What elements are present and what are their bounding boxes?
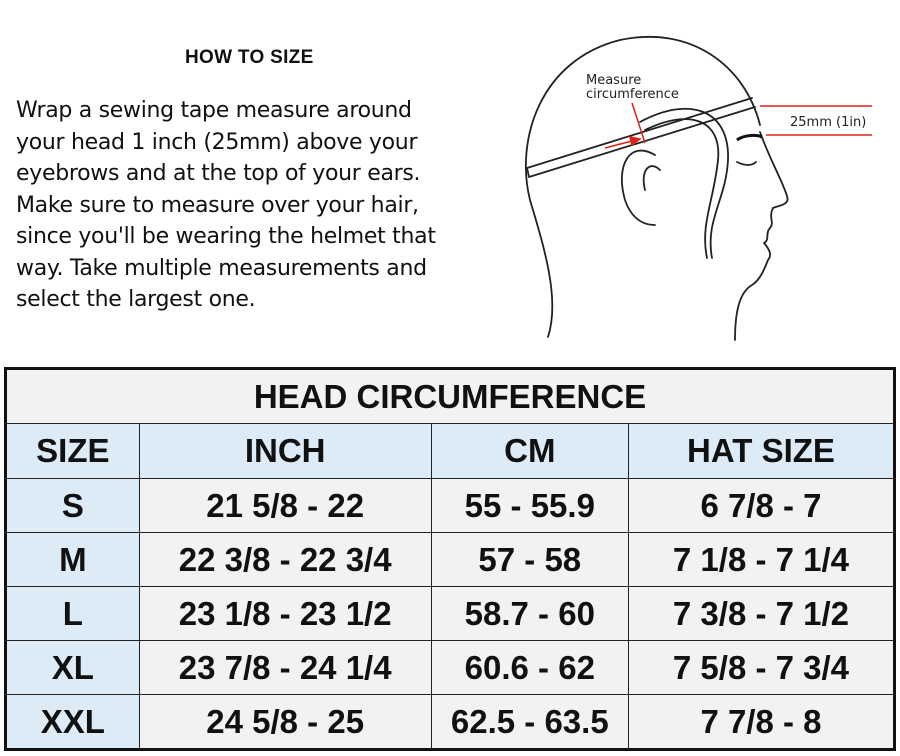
- measure-label-1: Measure: [586, 73, 641, 88]
- cm-cell: 57 - 58: [430, 532, 629, 587]
- hat-size-cell: 7 7/8 - 8: [627, 694, 896, 750]
- inch-cell: 24 5/8 - 25: [138, 694, 432, 750]
- table-row: M 22 3/8 - 22 3/4 57 - 58 7 1/8 - 7 1/4: [5, 532, 896, 587]
- head-outline: [524, 35, 761, 338]
- instruction-line: since you'll be wearing the helmet that: [16, 224, 436, 249]
- table-title: HEAD CIRCUMFERENCE: [5, 368, 895, 424]
- size-cell: M: [5, 532, 140, 587]
- head-measurement-diagram: Measure circumference 25mm (1in): [524, 35, 872, 341]
- pointer-line: [631, 102, 646, 144]
- inch-cell: 22 3/8 - 22 3/4: [138, 532, 432, 587]
- ear-icon: [620, 149, 661, 226]
- hair-line: [639, 107, 729, 259]
- instruction-line: way. Take multiple measurements and: [16, 255, 427, 281]
- table-row: S 21 5/8 - 22 55 - 55.9 6 7/8 - 7: [5, 478, 896, 533]
- table-row: L 23 1/8 - 23 1/2 58.7 - 60 7 3/8 - 7 1/…: [5, 586, 896, 641]
- table-row: XL 23 7/8 - 24 1/4 60.6 - 62 7 5/8 - 7 3…: [5, 640, 896, 695]
- inch-cell: 23 1/8 - 23 1/2: [138, 586, 432, 641]
- header-size: SIZE: [5, 423, 140, 479]
- header-cm: CM: [430, 423, 629, 479]
- size-cell: S: [5, 478, 140, 533]
- hat-size-cell: 6 7/8 - 7: [627, 478, 896, 533]
- offset-label: 25mm (1in): [790, 115, 866, 130]
- inch-cell: 21 5/8 - 22: [138, 478, 432, 533]
- size-cell: XXL: [5, 694, 140, 750]
- table-row: XXL 24 5/8 - 25 62.5 - 63.5 7 7/8 - 8: [5, 694, 896, 750]
- instruction-line: eyebrows and at the top of your ears.: [16, 161, 421, 186]
- header-hat-size: HAT SIZE: [627, 423, 896, 479]
- hat-size-cell: 7 1/8 - 7 1/4: [627, 532, 896, 587]
- measure-label-2: circumference: [586, 87, 679, 102]
- size-cell: XL: [5, 640, 140, 695]
- hat-size-cell: 7 5/8 - 7 3/4: [627, 640, 896, 695]
- instruction-line: select the largest one.: [16, 287, 256, 312]
- sizing-instructions: Wrap a sewing tape measure around your h…: [16, 95, 516, 316]
- measuring-band: [526, 97, 756, 178]
- instruction-line: Wrap a sewing tape measure around: [16, 98, 412, 123]
- how-to-size-heading: HOW TO SIZE: [185, 47, 314, 68]
- cm-cell: 58.7 - 60: [430, 586, 629, 641]
- inch-cell: 23 7/8 - 24 1/4: [138, 640, 432, 695]
- arrow-head-icon: [628, 136, 642, 147]
- eye-icon: [736, 161, 757, 166]
- size-chart-table: HEAD CIRCUMFERENCE SIZE INCH CM HAT SIZE…: [4, 367, 896, 751]
- cm-cell: 62.5 - 63.5: [430, 694, 629, 750]
- instruction-line: Make sure to measure over your hair,: [16, 192, 419, 218]
- face-profile: [734, 131, 789, 341]
- cm-cell: 60.6 - 62: [430, 640, 629, 695]
- arrow-line: [604, 140, 633, 149]
- cm-cell: 55 - 55.9: [430, 478, 629, 533]
- header-inch: INCH: [138, 423, 432, 479]
- instruction-line: your head 1 inch (25mm) above your: [16, 129, 418, 155]
- size-cell: L: [5, 586, 140, 641]
- hat-size-cell: 7 3/8 - 7 1/2: [627, 586, 896, 641]
